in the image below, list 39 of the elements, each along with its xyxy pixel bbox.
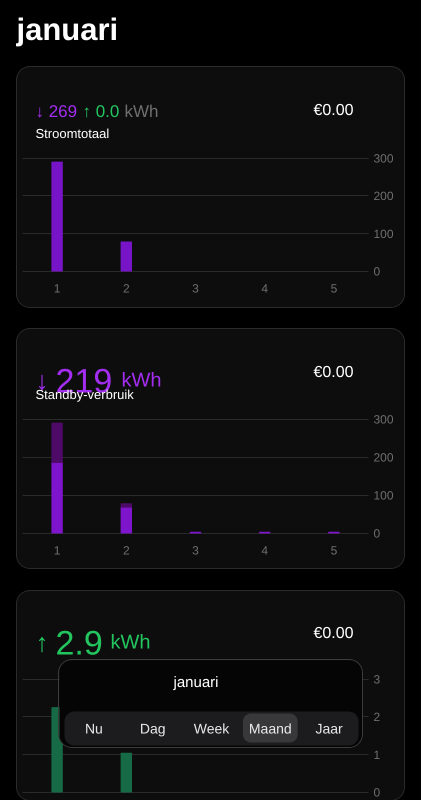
x-tick-label: 1: [54, 282, 61, 296]
annotation: Nu: [84, 720, 103, 736]
x-tick-label: 3: [192, 544, 200, 558]
text: kWh: [110, 632, 150, 654]
x-tick-label: 5: [330, 282, 338, 296]
x-tick-label: 2: [122, 544, 130, 558]
y-tick-label: 0: [374, 786, 380, 800]
annotation: Dag: [140, 720, 166, 736]
x-tick-label: 4: [261, 544, 268, 558]
y-tick-label: 300: [374, 412, 394, 426]
text: ↑: [36, 628, 48, 658]
chart-title: Stroomtotaal: [36, 126, 110, 141]
y-tick-label: 1: [374, 748, 380, 762]
text: januari: [16, 12, 118, 47]
annotation: Jaar: [315, 720, 344, 736]
y-tick-label: 200: [374, 450, 394, 464]
x-tick-label: 2: [122, 282, 130, 296]
x-tick-label: 1: [54, 544, 61, 558]
annotation: Maand: [248, 720, 292, 736]
x-tick-label: 4: [261, 282, 268, 296]
y-tick-label: 0: [374, 264, 380, 278]
text: ↑ 0.0: [82, 102, 120, 121]
text: kWh: [124, 102, 158, 121]
text: januari: [172, 674, 219, 691]
y-tick-label: 300: [374, 152, 394, 166]
text: 2.9: [56, 624, 103, 662]
y-tick-label: 100: [374, 226, 394, 241]
text: €0.00: [313, 364, 354, 381]
y-tick-label: 3: [374, 672, 380, 686]
y-tick-label: 0: [374, 526, 380, 540]
text: ↓ 269: [36, 102, 78, 121]
y-tick-label: 100: [374, 488, 394, 502]
y-tick-label: 200: [374, 189, 394, 204]
x-tick-label: 5: [330, 544, 338, 558]
text: €0.00: [313, 102, 354, 119]
text: €0.00: [313, 625, 354, 642]
y-tick-label: 2: [374, 710, 380, 724]
x-tick-label: 3: [192, 282, 200, 296]
annotation: Week: [194, 720, 230, 736]
